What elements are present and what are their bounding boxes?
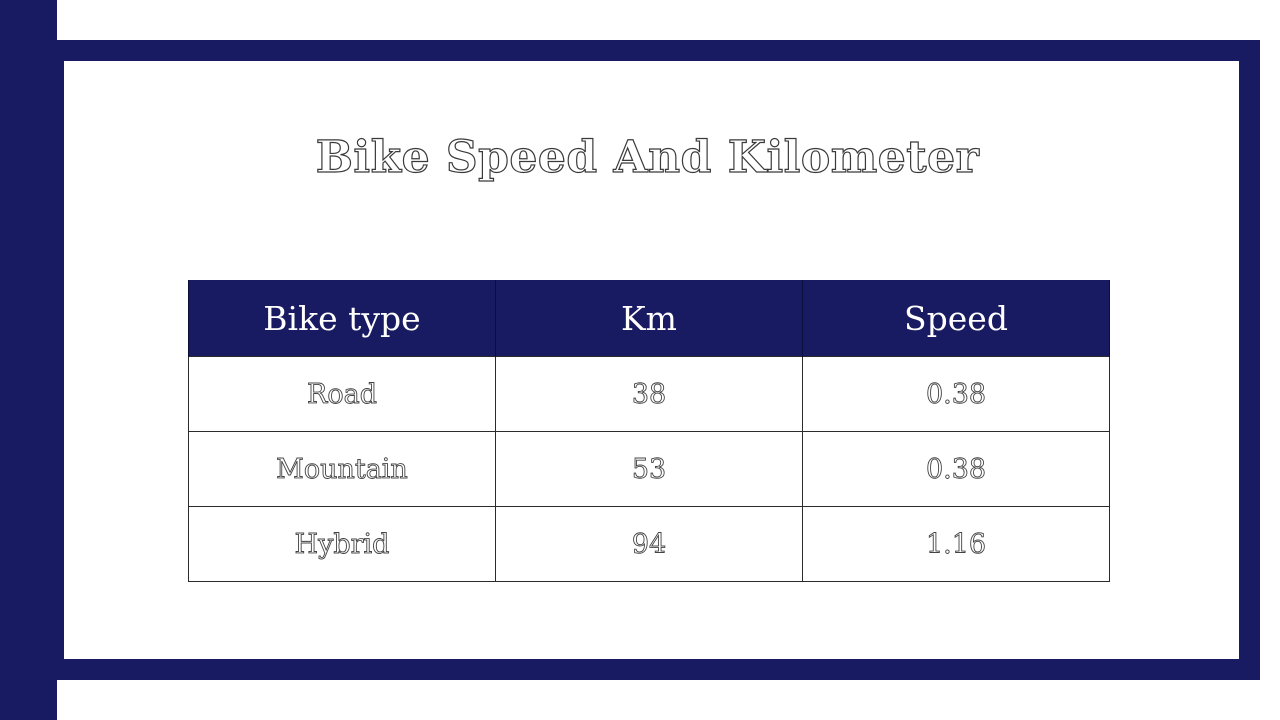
cell-bike-type: Mountain (188, 431, 496, 507)
cell-bike-type: Hybrid (188, 506, 496, 582)
cell-bike-type: Road (188, 356, 496, 432)
header-bike-type: Bike type (188, 280, 496, 357)
table-row: Road 38 0.38 (188, 356, 1110, 432)
slide-title: Bike Speed And Kilometer (315, 131, 980, 183)
cell-speed: 0.38 (802, 356, 1110, 432)
table-header-row: Bike type Km Speed (188, 280, 1110, 357)
table-row: Mountain 53 0.38 (188, 431, 1110, 507)
header-km: Km (495, 280, 803, 357)
cell-km: 53 (495, 431, 803, 507)
cell-speed: 0.38 (802, 431, 1110, 507)
cell-km: 38 (495, 356, 803, 432)
bike-data-table: Bike type Km Speed Road 38 0.38 Mountain… (188, 280, 1110, 582)
cell-km: 94 (495, 506, 803, 582)
left-accent-bar (0, 0, 57, 720)
table-row: Hybrid 94 1.16 (188, 506, 1110, 582)
header-speed: Speed (802, 280, 1110, 357)
cell-speed: 1.16 (802, 506, 1110, 582)
